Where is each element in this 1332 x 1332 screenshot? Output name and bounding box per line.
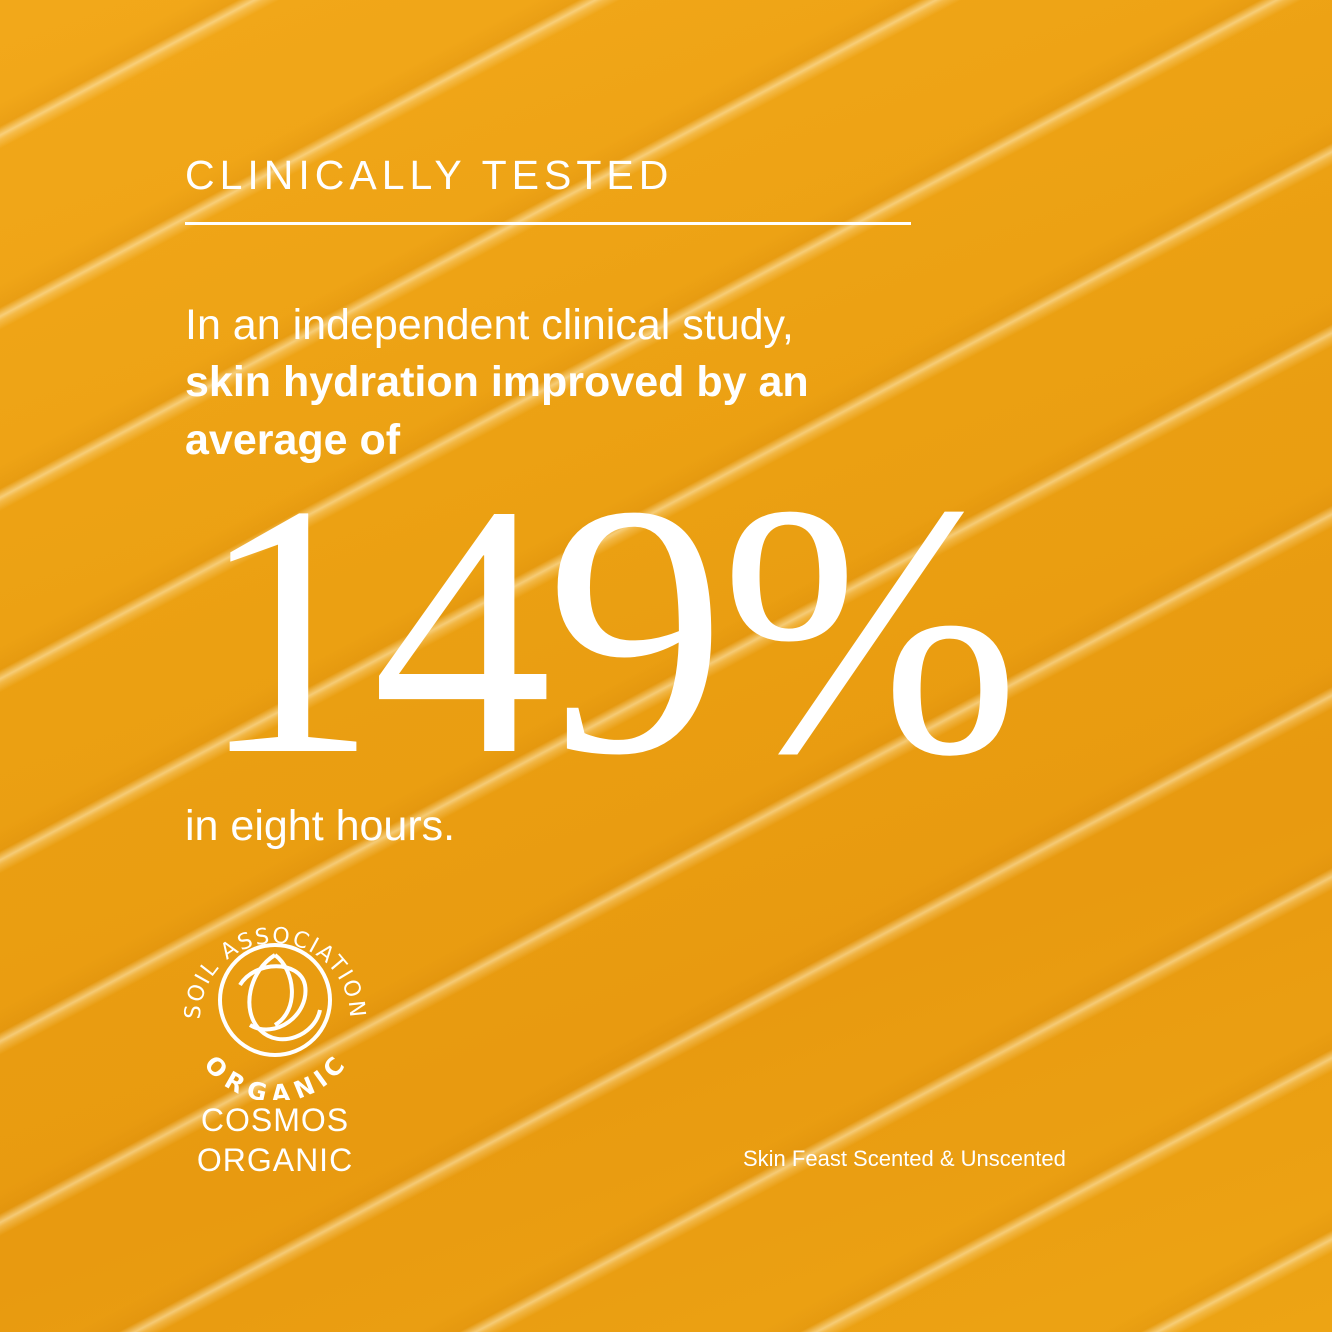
logo-ring [218,943,332,1057]
trefoil-icon [238,953,322,1042]
eyebrow-heading: CLINICALLY TESTED [185,152,674,198]
logo-text-bottom: ORGANIC [199,1050,352,1100]
highlight-line-2: average of [185,416,401,464]
product-caption: Skin Feast Scented & Unscented [743,1146,1066,1171]
divider [185,222,911,225]
stat-value: 149% [198,430,1020,829]
cosmos-label-2: ORGANIC [196,1142,354,1178]
cosmos-label-1: COSMOS [200,1102,350,1138]
highlight-line-1: skin hydration improved by an [185,358,809,406]
intro-line: In an independent clinical study, [185,301,794,349]
logo-text-top: SOIL ASSOCIATION [181,924,370,1021]
soil-association-logo: SOIL ASSOCIATION ORGANIC [181,924,370,1100]
stat-suffix: in eight hours. [185,802,456,850]
